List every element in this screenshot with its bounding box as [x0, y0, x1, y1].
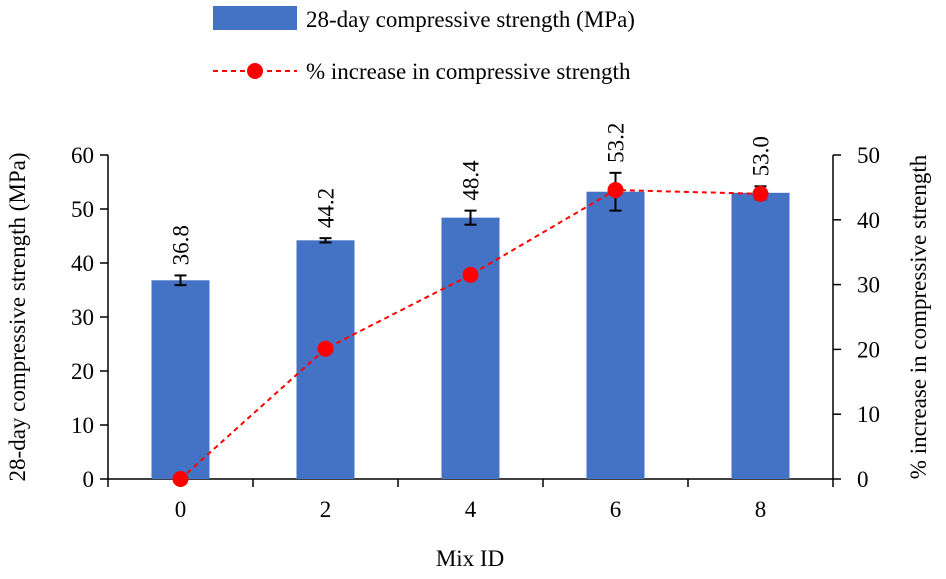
- right-y-tick-label: 0: [857, 467, 869, 492]
- x-tick-label: 0: [175, 497, 187, 522]
- left-y-tick-label: 20: [71, 359, 94, 384]
- x-tick-label: 8: [755, 497, 767, 522]
- right-y-tick-label: 20: [857, 337, 880, 362]
- legend: 28-day compressive strength (MPa) % incr…: [213, 6, 635, 84]
- x-tick-label: 2: [320, 497, 332, 522]
- legend-bar-swatch: [213, 6, 297, 30]
- bar-data-label: 53.0: [749, 136, 774, 176]
- bar-data-label: 53.2: [604, 123, 629, 163]
- legend-line-label: % increase in compressive strength: [306, 59, 631, 84]
- percent-increase-point: [317, 340, 334, 357]
- percent-increase-series: [172, 181, 769, 487]
- legend-bar-label: 28-day compressive strength (MPa): [306, 7, 635, 32]
- bar: [441, 217, 500, 479]
- bar-data-label: 36.8: [169, 225, 194, 265]
- left-y-tick-label: 50: [71, 197, 94, 222]
- legend-line-marker: [247, 63, 263, 79]
- percent-increase-point: [462, 266, 479, 283]
- bar-data-label: 44.2: [314, 188, 339, 228]
- left-y-tick-label: 0: [83, 467, 95, 492]
- x-tick-label: 6: [610, 497, 622, 522]
- left-y-tick-label: 60: [71, 143, 94, 168]
- percent-increase-line: [179, 188, 761, 480]
- left-y-ticks: 0 10 20 30 40 50 60: [71, 143, 108, 492]
- left-y-tick-label: 40: [71, 251, 94, 276]
- left-y-axis-title: 28-day compressive strength (MPa): [5, 153, 30, 482]
- right-y-tick-label: 50: [857, 143, 880, 168]
- right-y-tick-label: 40: [857, 208, 880, 233]
- bar: [296, 240, 355, 479]
- left-y-tick-label: 10: [71, 413, 94, 438]
- bars: [151, 191, 790, 480]
- percent-increase-point: [172, 471, 189, 487]
- x-tick-label: 4: [465, 497, 477, 522]
- left-y-tick-label: 30: [71, 305, 94, 330]
- x-ticks: 0 2 4 6 8: [107, 479, 834, 522]
- bar-data-label: 48.4: [459, 160, 484, 201]
- bar: [586, 191, 645, 479]
- bar: [151, 280, 210, 479]
- percent-increase-point: [752, 185, 769, 202]
- error-bars: [174, 171, 767, 287]
- percent-increase-point: [607, 181, 624, 198]
- right-y-ticks: 0 10 20 30 40 50: [833, 143, 880, 492]
- bar: [731, 192, 790, 480]
- right-y-tick-label: 30: [857, 273, 880, 298]
- right-y-axis-title: % increase in compressive strength: [906, 154, 931, 479]
- bar-data-labels: 36.8 44.2 48.4 53.2 53.0: [169, 123, 774, 266]
- x-axis-title: Mix ID: [436, 546, 504, 571]
- right-y-tick-label: 10: [857, 402, 880, 427]
